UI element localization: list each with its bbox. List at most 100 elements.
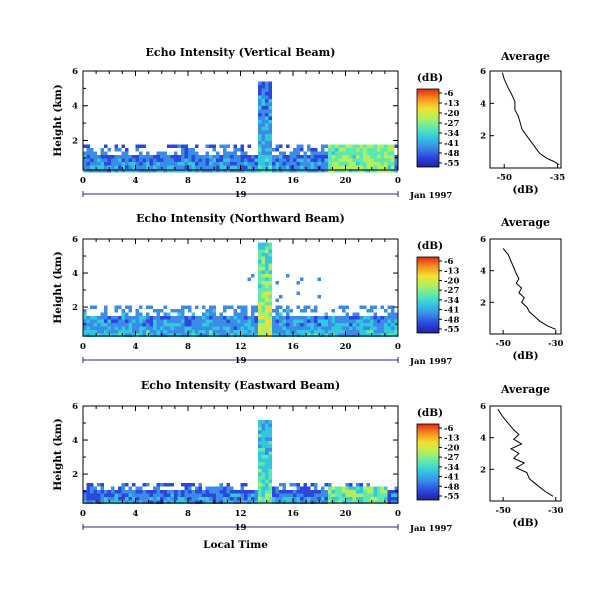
heatmap-cell [114,305,118,309]
heatmap-cell [300,319,304,323]
heatmap-cell [174,500,178,504]
heatmap-cell [338,169,342,173]
heatmap-cell [174,309,178,313]
heatmap-cell [258,420,262,424]
heatmap-cell [188,162,192,166]
heatmap-cell [338,162,342,166]
heatmap-cell [258,141,262,145]
heatmap-cell [254,333,258,337]
heatmap-cell [300,309,304,313]
heatmap-cell [303,151,307,155]
heatmap-cell [163,500,167,504]
heatmap-cell [244,319,248,323]
heatmap-cell [296,162,300,166]
heatmap-cell [90,169,94,173]
colorbar-tick-label: -27 [444,119,459,129]
heatmap-cell [205,333,209,337]
heatmap-cell [233,165,237,169]
heatmap-cell [387,493,391,497]
heatmap-cell [93,319,97,323]
heatmap-cell [191,500,195,504]
heatmap-cell [359,486,363,490]
heatmap-cell [265,326,269,330]
heatmap-cell [307,158,311,162]
heatmap-cell [240,319,244,323]
day-label: 19 [235,190,247,200]
heatmap-cell [258,109,262,113]
heatmap-cell [212,493,216,497]
heatmap-cell [359,330,363,334]
heatmap-cell [118,169,122,173]
heatmap-cell [83,316,87,320]
heatmap-cell [268,295,272,299]
heatmap-cell [272,316,276,320]
heatmap-cell [258,127,262,131]
heatmap-cell [198,490,202,494]
heatmap-cell [254,490,258,494]
heatmap-cell [198,330,202,334]
heatmap-cell [370,316,374,320]
heatmap-cell [387,323,391,327]
heatmap-cell [387,155,391,159]
heatmap-cell [279,497,283,501]
heatmap-cell [205,330,209,334]
x-tick-label: 20 [340,509,352,519]
heatmap-cell [317,493,321,497]
heatmap-cell [268,444,272,448]
heatmap-cell [121,486,125,490]
heatmap-cell [226,326,230,330]
heatmap-cell [258,462,262,466]
heatmap-cell [237,305,241,309]
heatmap-cell [216,155,220,159]
heatmap-cell [223,493,227,497]
heatmap-cell [244,493,248,497]
heatmap-cell [293,169,297,173]
heatmap-cell [198,493,202,497]
heatmap-cell [125,151,129,155]
heatmap-cell [191,155,195,159]
heatmap-cell [321,148,325,152]
heatmap-cell [335,148,339,152]
heatmap-cell [128,155,132,159]
heatmap-cell [212,158,216,162]
heatmap-cell [324,483,328,487]
heatmap-cell [244,490,248,494]
heatmap-cell [377,151,381,155]
heatmap-cell [100,323,104,327]
heatmap-cell [83,497,87,501]
heatmap-cell [265,427,269,431]
heatmap-cell [338,158,342,162]
heatmap-cell [373,330,377,334]
heatmap-cell [100,486,104,490]
heatmap-cell [83,309,87,313]
heatmap-cell [268,120,272,124]
heatmap-cell [107,162,111,166]
heatmap-cell [380,497,384,501]
heatmap-cell [373,497,377,501]
heatmap-cell [394,165,398,169]
heatmap-cell [132,155,136,159]
heatmap-cell [212,497,216,501]
heatmap-cell [289,323,293,327]
heatmap-cell [268,81,272,85]
heatmap-cell [254,158,258,162]
heatmap-cell [107,155,111,159]
heatmap-cell [226,162,230,166]
heatmap-cell [373,323,377,327]
heatmap-cell [324,326,328,330]
heatmap-cell [132,500,136,504]
heatmap-cell [268,420,272,424]
heatmap-cell [258,249,262,253]
heatmap-cell [202,333,206,337]
colorbar-gradient [416,423,440,501]
colorbar-tick-label: -48 [444,315,459,325]
heatmap-cell [359,155,363,159]
heatmap-cell [261,253,265,257]
heatmap-cell [167,144,171,148]
heatmap-cell [317,169,321,173]
heatmap-cell [303,323,307,327]
heatmap-cell [289,500,293,504]
heatmap-cell [342,500,346,504]
heatmap-cell [300,169,304,173]
heatmap-cell [230,323,234,327]
